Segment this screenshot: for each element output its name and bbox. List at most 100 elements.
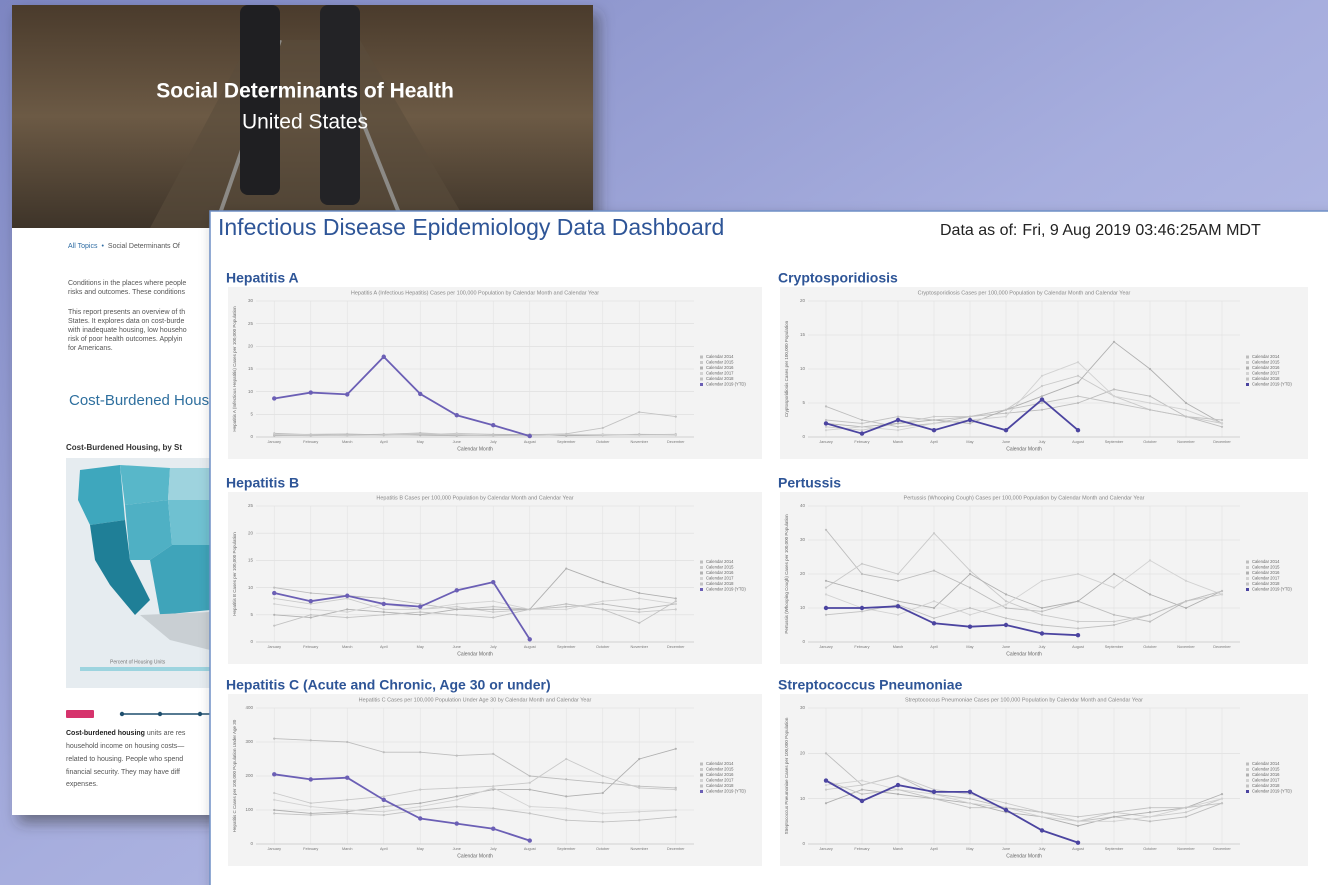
data-point xyxy=(896,604,900,608)
legend-label: Calendar 2014 xyxy=(706,354,734,359)
breadcrumb-link[interactable]: All Topics xyxy=(68,243,98,250)
y-axis-label: Hepatitis A (Infectious Hepatitis) Cases… xyxy=(232,306,237,432)
x-tick-label: February xyxy=(303,645,318,649)
data-point xyxy=(456,787,458,789)
data-point xyxy=(1040,828,1044,832)
legend-swatch xyxy=(700,779,703,782)
map-legend-bar xyxy=(80,667,210,671)
data-point xyxy=(825,426,827,428)
data-point xyxy=(1005,593,1007,595)
x-tick-label: November xyxy=(1177,645,1195,649)
legend-label: Calendar 2018 xyxy=(1252,376,1280,381)
screenshot: Social Determinants of Health United Sta… xyxy=(0,0,1328,885)
data-as-of: Data as of:Fri, 9 Aug 2019 03:46:25AM MD… xyxy=(940,222,1261,239)
timeline-dot[interactable] xyxy=(158,712,162,716)
data-point xyxy=(382,602,386,606)
data-point xyxy=(1004,623,1008,627)
data-point xyxy=(492,600,494,602)
data-point xyxy=(897,426,899,428)
data-point xyxy=(382,355,386,359)
x-tick-label: July xyxy=(490,847,497,851)
data-point xyxy=(968,418,972,422)
data-point xyxy=(932,621,936,625)
paragraph-line: This report presents an overview of th xyxy=(68,309,185,316)
x-tick-label: February xyxy=(854,440,869,444)
legend-label: Calendar 2016 xyxy=(706,365,734,370)
data-point xyxy=(825,529,827,531)
data-point xyxy=(1041,624,1043,626)
data-point xyxy=(897,429,899,431)
data-point xyxy=(309,777,313,781)
chart-box xyxy=(228,287,762,459)
data-point xyxy=(675,600,677,602)
data-point xyxy=(969,587,971,589)
data-point xyxy=(1041,816,1043,818)
chart-title: Streptococcus Pneumoniae Cases per 100,0… xyxy=(905,697,1143,703)
data-point xyxy=(825,614,827,616)
data-point xyxy=(383,597,385,599)
y-tick-label: 40 xyxy=(800,503,806,508)
legend-swatch xyxy=(1246,774,1249,777)
legend-swatch xyxy=(1246,372,1249,375)
paragraph-line: States. It explores data on cost-burde xyxy=(68,318,184,325)
data-point xyxy=(675,816,677,818)
legend-label: Calendar 2017 xyxy=(1252,576,1280,581)
data-point xyxy=(529,608,531,610)
data-point xyxy=(419,802,421,804)
data-point xyxy=(860,431,864,435)
map-state xyxy=(150,545,210,615)
footer-line: household income on housing costs— xyxy=(66,743,184,750)
data-point xyxy=(1077,600,1079,602)
x-tick-label: March xyxy=(342,440,353,444)
data-point xyxy=(346,434,348,436)
data-point xyxy=(969,802,971,804)
y-tick-label: 15 xyxy=(800,332,806,337)
legend-label: Calendar 2018 xyxy=(1252,581,1280,586)
legend-swatch xyxy=(1246,378,1249,381)
data-point xyxy=(933,422,935,424)
data-point xyxy=(897,573,899,575)
data-point xyxy=(346,799,348,801)
data-point xyxy=(383,611,385,613)
breadcrumb-current: Social Determinants Of xyxy=(108,243,180,250)
x-tick-label: August xyxy=(524,645,537,649)
timeline-dot[interactable] xyxy=(198,712,202,716)
legend-swatch xyxy=(1246,768,1249,771)
data-point xyxy=(675,789,677,791)
data-point xyxy=(456,608,458,610)
x-tick-label: May xyxy=(966,440,973,444)
x-tick-label: August xyxy=(1072,440,1085,444)
timeline-dot[interactable] xyxy=(120,712,124,716)
map-legend-label: Percent of Housing Units xyxy=(110,659,166,665)
data-point xyxy=(419,433,421,435)
data-point xyxy=(309,390,313,394)
legend-label: Calendar 2015 xyxy=(706,767,734,772)
data-point xyxy=(1041,395,1043,397)
play-button[interactable] xyxy=(66,710,94,718)
legend-label: Calendar 2018 xyxy=(706,783,734,788)
data-point xyxy=(528,637,532,641)
x-tick-label: March xyxy=(893,440,904,444)
dashboard-title: Infectious Disease Epidemiology Data Das… xyxy=(218,214,724,240)
x-tick-label: March xyxy=(342,645,353,649)
data-point xyxy=(638,758,640,760)
data-point xyxy=(565,567,567,569)
data-point xyxy=(419,611,421,613)
data-point xyxy=(1113,402,1115,404)
y-axis-label: Cryptosporidiosis Cases per 100,000 Popu… xyxy=(784,320,789,417)
x-tick-label: August xyxy=(1072,847,1085,851)
data-point xyxy=(825,419,827,421)
x-tick-label: June xyxy=(1002,645,1010,649)
data-point xyxy=(310,435,312,437)
data-point xyxy=(272,772,276,776)
data-point xyxy=(638,787,640,789)
data-point xyxy=(455,821,459,825)
data-point xyxy=(1149,807,1151,809)
data-point xyxy=(1149,402,1151,404)
data-point xyxy=(310,806,312,808)
data-point xyxy=(969,422,971,424)
chart-heading: Hepatitis C (Acute and Chronic, Age 30 o… xyxy=(226,677,551,693)
paragraph-line: for Americans. xyxy=(68,345,113,352)
data-point xyxy=(456,606,458,608)
y-axis-label: Hepatitis C Cases per 100,000 Population… xyxy=(232,719,237,832)
